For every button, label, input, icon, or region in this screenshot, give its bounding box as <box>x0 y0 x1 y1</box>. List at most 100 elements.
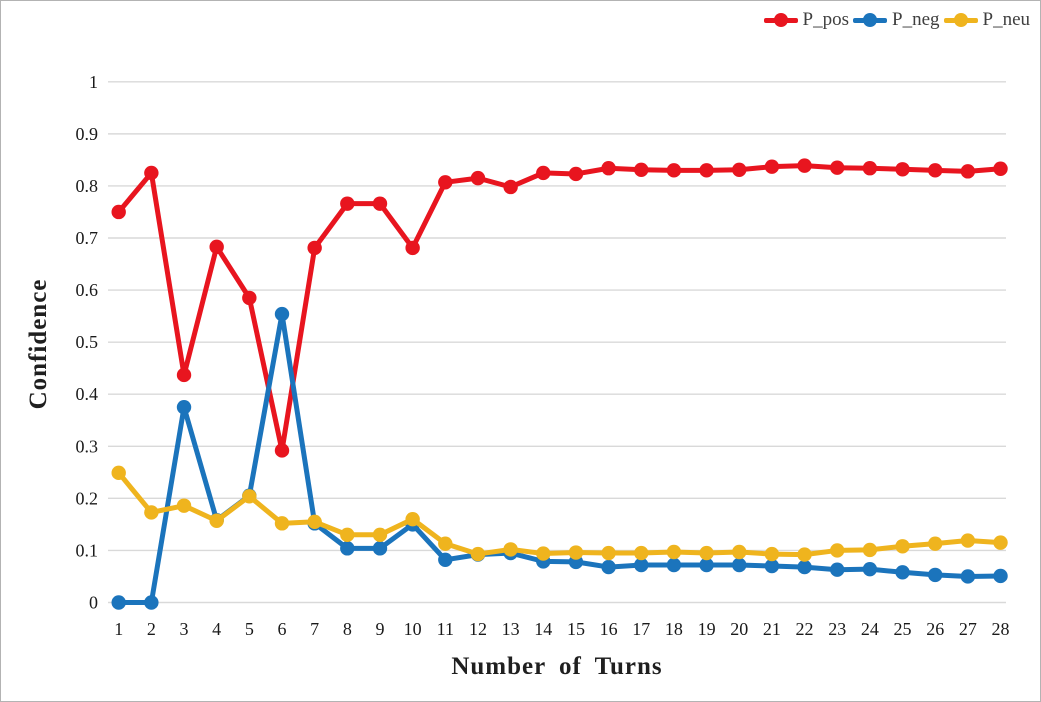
data-point-P_neg-turn-2 <box>144 595 159 610</box>
data-point-P_pos-turn-8 <box>340 196 355 211</box>
data-point-P_pos-turn-21 <box>764 159 780 174</box>
series-line-P_pos <box>116 163 1004 453</box>
data-point-P_pos-turn-13 <box>503 179 518 195</box>
y-tick-label: 0.6 <box>76 280 99 300</box>
data-point-P_neg-turn-27 <box>960 569 976 584</box>
data-point-P_pos-turn-26 <box>928 163 943 178</box>
data-point-P_neg-turn-9 <box>372 541 388 556</box>
data-point-P_pos-turn-14 <box>536 165 551 181</box>
data-point-P_neu-turn-17 <box>634 545 649 561</box>
legend-item-p-neg[interactable]: P_neg <box>853 9 940 31</box>
x-tick-label: 25 <box>894 619 912 639</box>
data-point-P_neg-turn-17 <box>634 557 649 573</box>
data-point-P_pos-turn-28 <box>993 161 1008 176</box>
x-tick-label: 21 <box>763 619 781 639</box>
y-tick-label: 0.3 <box>76 436 99 456</box>
x-tick-label: 23 <box>828 619 846 639</box>
x-tick-label: 24 <box>861 619 879 639</box>
data-point-P_pos-turn-6 <box>274 443 290 458</box>
data-point-P_neg-turn-20 <box>732 557 747 573</box>
data-point-P_neg-turn-3 <box>176 400 192 415</box>
data-point-P_pos-turn-23 <box>830 160 845 175</box>
legend-label-p-neu: P_neu <box>982 9 1031 30</box>
data-point-P_pos-turn-19 <box>699 163 714 178</box>
x-tick-label: 1 <box>114 619 123 639</box>
data-point-P_pos-turn-16 <box>601 161 616 176</box>
data-point-P_neg-turn-21 <box>764 558 780 574</box>
data-point-P_neu-turn-24 <box>862 542 878 558</box>
y-axis-title: Confidence <box>25 278 52 410</box>
data-point-P_pos-turn-15 <box>568 166 584 182</box>
p-neu-line-marker-icon <box>943 13 978 27</box>
data-point-P_neu-turn-10 <box>405 511 420 527</box>
data-point-P_pos-turn-12 <box>470 170 486 186</box>
x-tick-label: 3 <box>180 619 189 639</box>
data-point-P_neg-turn-11 <box>438 552 453 568</box>
x-tick-label: 27 <box>959 619 977 639</box>
data-point-P_neg-turn-16 <box>601 559 616 575</box>
data-point-P_neg-turn-22 <box>797 559 812 575</box>
x-tick-label: 9 <box>375 619 384 639</box>
legend-item-p-pos[interactable]: P_pos <box>763 9 849 31</box>
data-point-P_neu-turn-15 <box>568 545 584 560</box>
data-point-P_pos-turn-18 <box>666 163 682 178</box>
legend: P_pos P_neg P_neu <box>763 9 1031 31</box>
x-tick-label: 26 <box>926 619 944 639</box>
data-point-P_neg-turn-1 <box>111 595 126 610</box>
data-point-P_neu-turn-20 <box>732 544 747 560</box>
data-point-P_neu-turn-21 <box>764 546 780 562</box>
x-tick-label: 7 <box>310 619 319 639</box>
x-tick-label: 13 <box>502 619 520 639</box>
data-point-P_pos-turn-20 <box>732 162 747 177</box>
y-tick-label: 0.8 <box>76 176 99 196</box>
data-point-P_pos-turn-2 <box>144 165 159 181</box>
data-point-P_pos-turn-24 <box>862 161 878 176</box>
legend-item-p-neu[interactable]: P_neu <box>943 9 1031 31</box>
data-point-P_neu-turn-7 <box>307 514 322 529</box>
data-point-P_neu-turn-23 <box>830 543 845 558</box>
x-tick-label: 19 <box>698 619 716 639</box>
data-point-P_neu-turn-18 <box>666 544 682 560</box>
y-tick-label: 0.7 <box>76 228 99 248</box>
data-point-P_neg-turn-25 <box>895 565 910 580</box>
data-point-P_neu-turn-4 <box>209 513 224 528</box>
data-point-P_neg-turn-18 <box>666 557 682 573</box>
x-tick-label: 22 <box>796 619 814 639</box>
y-tick-label: 0 <box>89 593 98 613</box>
data-point-P_pos-turn-3 <box>176 367 192 383</box>
x-tick-label: 5 <box>245 619 254 639</box>
p-neg-line-marker-icon <box>853 13 887 27</box>
x-tick-label: 17 <box>632 619 650 639</box>
data-point-P_neg-turn-6 <box>274 306 290 322</box>
data-point-P_pos-turn-10 <box>405 240 420 256</box>
y-tick-label: 0.9 <box>76 124 99 144</box>
data-point-P_neu-turn-5 <box>242 489 257 504</box>
y-tick-label: 0.1 <box>76 540 99 560</box>
data-point-P_neu-turn-22 <box>797 547 812 562</box>
data-point-P_pos-turn-17 <box>634 162 649 177</box>
legend-label-p-neg: P_neg <box>892 9 940 30</box>
data-point-P_neu-turn-16 <box>601 545 616 561</box>
y-tick-label: 0.4 <box>76 384 99 404</box>
x-tick-label: 12 <box>469 619 487 639</box>
data-point-P_neu-turn-3 <box>176 498 192 513</box>
x-tick-label: 20 <box>730 619 748 639</box>
data-point-P_pos-turn-7 <box>307 240 322 256</box>
data-point-P_neu-turn-26 <box>928 536 943 551</box>
x-tick-label: 28 <box>992 619 1010 639</box>
data-point-P_neu-turn-1 <box>111 465 126 481</box>
x-tick-label: 15 <box>567 619 585 639</box>
x-tick-label: 18 <box>665 619 683 639</box>
x-tick-label: 8 <box>343 619 352 639</box>
data-point-P_neu-turn-28 <box>993 535 1008 550</box>
series-line-P_neu <box>116 470 1004 558</box>
data-point-P_pos-turn-5 <box>242 290 257 306</box>
data-point-P_neu-turn-8 <box>340 527 355 543</box>
data-point-P_neu-turn-27 <box>960 533 976 548</box>
data-point-P_neu-turn-12 <box>470 546 486 562</box>
y-tick-label: 1 <box>89 72 98 92</box>
x-tick-label: 14 <box>534 619 552 639</box>
data-point-P_pos-turn-1 <box>111 204 126 220</box>
data-point-P_pos-turn-9 <box>372 196 388 211</box>
